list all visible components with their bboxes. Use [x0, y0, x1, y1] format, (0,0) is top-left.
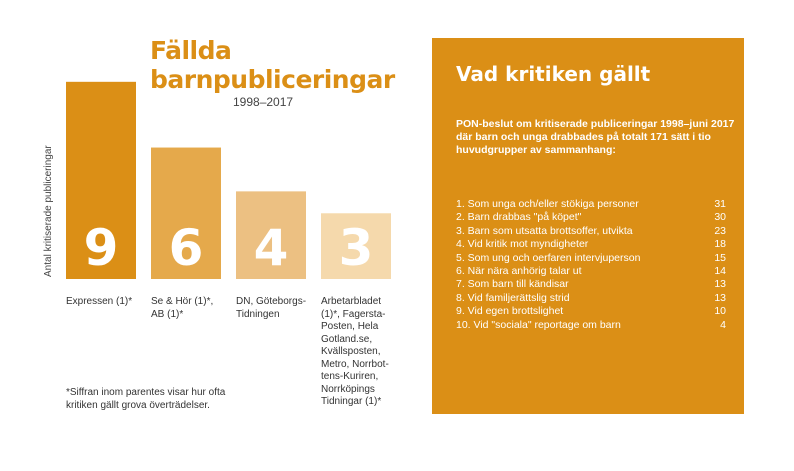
item-label: 10. Vid "sociala" reportage om barn [456, 318, 621, 331]
item-label: 6. När nära anhörig talar ut [456, 264, 582, 277]
y-axis-label: Antal kritiserade publiceringar [43, 145, 54, 277]
item-count: 23 [714, 224, 726, 237]
list-item: 2. Barn drabbas "på köpet" 30 [456, 211, 726, 224]
item-label: 4. Vid kritik mot myndigheter [456, 238, 589, 251]
bar-1 [151, 147, 221, 279]
list-item: 6. När nära anhörig talar ut 14 [456, 265, 726, 278]
criticism-panel: Vad kritiken gällt PON-beslut om kritise… [432, 38, 744, 414]
list-item: 5. Som ung och oerfaren intervjuperson 15 [456, 252, 726, 265]
footnote: *Siffran inom parentes visar hur ofta kr… [66, 387, 226, 411]
panel-intro: PON-beslut om kritiserade publiceringar … [456, 118, 735, 156]
chart-title: Fällda barnpubliceringar [150, 36, 395, 94]
bar-value-label-1: 6 [169, 219, 204, 277]
list-item: 4. Vid kritik mot myndigheter 18 [456, 238, 726, 251]
bar-value-label-3: 3 [339, 219, 374, 277]
item-count: 30 [714, 211, 726, 224]
item-count: 13 [714, 278, 726, 291]
category-label-expressen: Expressen (1)* [66, 296, 133, 307]
item-count: 15 [714, 251, 726, 264]
item-label: 7. Som barn till kändisar [456, 278, 569, 291]
item-count: 18 [714, 238, 726, 251]
item-label: 3. Barn som utsatta brottsoffer, utvikta [456, 224, 633, 237]
list-item: 9. Vid egen brottslighet 10 [456, 305, 726, 318]
chart-subtitle: 1998–2017 [233, 95, 294, 109]
list-item: 3. Barn som utsatta brottsoffer, utvikta… [456, 225, 726, 238]
bar-2 [236, 191, 306, 279]
criticism-list: 1. Som unga och/eller stökiga personer 31… [456, 198, 726, 332]
item-label: 2. Barn drabbas "på köpet" [456, 211, 582, 224]
bar-0 [66, 81, 136, 280]
bar-value-label-2: 4 [254, 219, 289, 277]
item-label: 1. Som unga och/eller stökiga personer [456, 198, 639, 210]
item-label: 9. Vid egen brottslighet [456, 305, 564, 318]
item-count: 31 [714, 198, 726, 210]
item-label: 8. Vid familjerättslig strid [456, 291, 570, 304]
category-label-others: Arbetarbladet (1)*, Fagersta- Posten, He… [321, 296, 389, 407]
item-count: 13 [714, 291, 726, 304]
list-item: 7. Som barn till kändisar 13 [456, 278, 726, 291]
list-item: 1. Som unga och/eller stökiga personer 31 [456, 198, 726, 211]
category-label-se-hor-ab: Se & Hör (1)*, AB (1)* [151, 296, 214, 320]
list-item: 10. Vid "sociala" reportage om barn 4 [456, 319, 726, 332]
bar-3 [321, 213, 391, 279]
panel-title: Vad kritiken gällt [456, 62, 651, 86]
category-label-dn-gt: DN, Göteborgs- Tidningen [236, 296, 307, 320]
item-count: 4 [720, 318, 726, 331]
item-count: 14 [714, 264, 726, 277]
item-label: 5. Som ung och oerfaren intervjuperson [456, 251, 641, 264]
item-count: 10 [714, 305, 726, 318]
list-item: 8. Vid familjerättslig strid 13 [456, 292, 726, 305]
bar-value-label-0: 9 [84, 219, 119, 277]
